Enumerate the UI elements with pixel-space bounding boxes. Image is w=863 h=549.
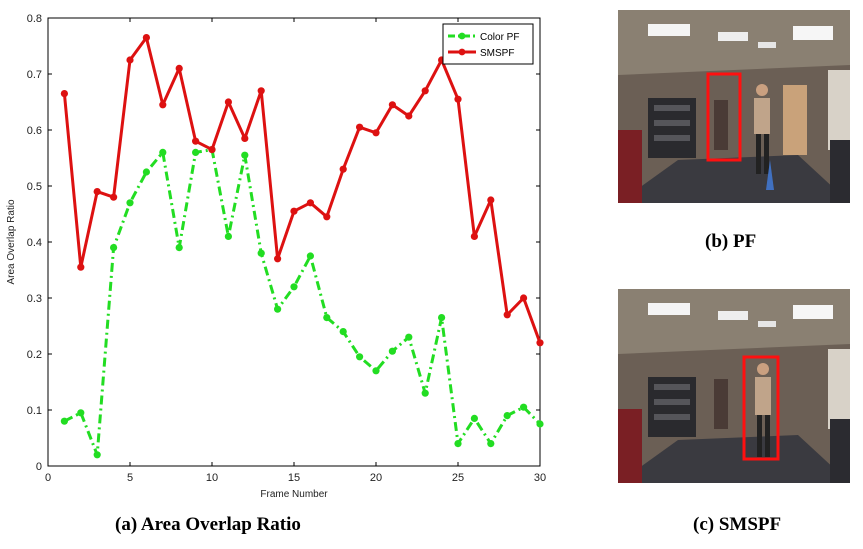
data-point [175,244,183,252]
y-tick-label: 0.6 [27,125,42,137]
x-tick-label: 25 [452,472,464,484]
data-point [142,34,150,42]
data-point [405,333,413,341]
x-axis-label: Frame Number [260,489,328,500]
data-point [323,314,331,322]
caption-b: (b) PF [705,231,757,252]
data-point [192,137,200,145]
data-point [274,255,282,263]
data-point [536,420,544,428]
data-point [388,101,396,109]
data-point [257,87,265,95]
data-point [405,112,413,120]
data-point [323,213,331,221]
plot-area [47,17,541,467]
data-point [290,283,298,291]
data-point [290,207,298,215]
data-point [257,249,265,257]
data-point [77,263,85,271]
data-point [356,123,364,131]
data-point [142,168,150,176]
y-axis-label: Area Overlap Ratio [6,199,17,284]
axis-ticks: 0 5 10 15 20 25 30 0 0.1 0.2 0.3 0.4 0.5 0.6 0.7 0.8 [27,13,546,484]
y-tick-label: 0.4 [27,237,42,249]
legend-box [442,23,534,65]
data-point [454,440,462,448]
data-point [421,389,429,397]
data-point [487,196,495,204]
area-overlap-ratio-chart: 0 5 10 15 20 25 30 0 0.1 0.2 0.3 0.4 0.5 0.6 0.7 0.8 Fr… [6,13,546,500]
data-point [208,146,216,154]
data-point [520,403,528,411]
x-tick-label: 0 [45,472,51,484]
data-point [356,353,364,361]
office-hallway-icon [618,10,850,203]
data-point [60,90,68,98]
y-tick-label: 0.3 [27,293,42,305]
data-point [306,199,314,207]
data-point [224,98,232,106]
data-point [159,148,167,156]
data-point [536,339,544,347]
data-point [339,328,347,336]
legend-marker [458,48,466,56]
y-tick-label: 0.8 [27,13,42,25]
data-point [241,151,249,159]
data-point [224,232,232,240]
data-point [520,294,528,302]
data-point [339,165,347,173]
legend: Color PF SMSPF [442,23,534,65]
y-tick-label: 0 [36,461,42,473]
data-point [487,440,495,448]
data-point [388,347,396,355]
data-point [110,244,118,252]
data-point [470,414,478,422]
data-point [503,412,511,420]
legend-label: Color PF [480,32,519,43]
data-point [372,129,380,137]
data-point [126,199,134,207]
x-tick-label: 10 [206,472,218,484]
data-point [372,367,380,375]
x-tick-label: 15 [288,472,300,484]
y-tick-label: 0.7 [27,69,42,81]
data-point [159,101,167,109]
data-point [503,311,511,319]
data-point [454,95,462,103]
series-line [62,36,542,344]
data-point [175,64,183,72]
data-point [93,451,101,459]
data-point [93,188,101,196]
series-line [63,148,542,457]
series-lines [60,34,544,459]
y-tick-label: 0.1 [27,405,42,417]
y-tick-label: 0.5 [27,181,42,193]
data-point [77,409,85,417]
caption-a: (a) Area Overlap Ratio [115,514,301,535]
x-tick-label: 5 [127,472,133,484]
x-tick-label: 20 [370,472,382,484]
data-point [274,305,282,313]
legend-label: SMSPF [480,48,514,59]
data-point [60,417,68,425]
legend-marker [458,32,466,40]
data-point [438,314,446,322]
data-point [470,232,478,240]
data-point [126,56,134,64]
office-hallway-icon [618,289,850,483]
photo-b-pf [618,10,850,203]
y-tick-label: 0.2 [27,349,42,361]
data-point [241,134,249,142]
data-point [306,252,314,260]
x-tick-label: 30 [534,472,546,484]
data-point [192,148,200,156]
data-point [421,87,429,95]
data-point [110,193,118,201]
photo-c-smspf [618,289,850,483]
caption-c: (c) SMSPF [693,514,782,535]
